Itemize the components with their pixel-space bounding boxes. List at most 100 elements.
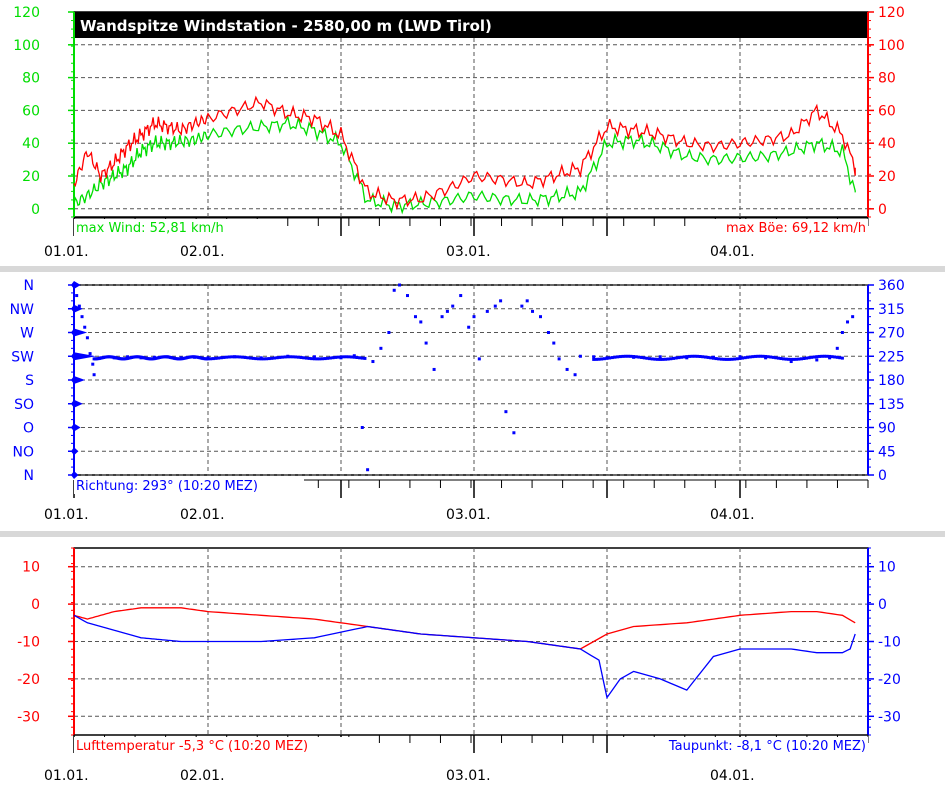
direction-point bbox=[331, 356, 335, 360]
direction-point bbox=[419, 320, 423, 324]
direction-point bbox=[779, 357, 783, 361]
direction-point bbox=[687, 354, 691, 358]
direction-point bbox=[592, 357, 596, 361]
direction-point bbox=[233, 355, 237, 359]
right-tick-label: 0 bbox=[878, 202, 887, 218]
direction-point bbox=[789, 357, 793, 361]
right-tick-label: 0 bbox=[878, 468, 887, 484]
footer-right-bg bbox=[692, 219, 868, 236]
direction-point bbox=[254, 357, 258, 361]
direction-point bbox=[835, 355, 839, 359]
left-tick-label: -10 bbox=[17, 635, 40, 651]
direction-point bbox=[789, 360, 793, 364]
direction-point bbox=[714, 357, 718, 361]
right-tick-label: 40 bbox=[878, 136, 896, 152]
temperature-panel: 10 0 -10 -20 -30 10 0 -10 -20 -30 01.01. 02.01. 03.0… bbox=[17, 547, 901, 784]
direction-point bbox=[283, 355, 287, 359]
direction-point bbox=[592, 355, 596, 359]
direction-point bbox=[278, 355, 282, 359]
direction-point bbox=[621, 354, 625, 358]
direction-point bbox=[246, 356, 250, 360]
direction-point bbox=[661, 357, 665, 361]
direction-point bbox=[820, 354, 824, 358]
right-tick-label: 120 bbox=[878, 5, 905, 21]
direction-point bbox=[512, 431, 516, 435]
direction-point bbox=[799, 357, 803, 361]
direction-point bbox=[851, 315, 855, 319]
direction-point bbox=[344, 355, 348, 359]
direction-point bbox=[334, 355, 338, 359]
direction-point bbox=[761, 354, 765, 358]
wind-direction-panel: N NW W SW S SO O NO N 360 315 270 225 180 135 90 45 0 01.0… bbox=[10, 278, 905, 523]
direction-point bbox=[746, 355, 750, 359]
left-tick-label: 120 bbox=[13, 5, 40, 21]
direction-point bbox=[445, 309, 449, 313]
direction-point bbox=[840, 356, 844, 360]
direction-point bbox=[738, 355, 742, 359]
direction-point bbox=[658, 357, 662, 361]
direction-point bbox=[602, 357, 606, 361]
direction-point bbox=[451, 304, 455, 308]
direction-point bbox=[578, 354, 582, 358]
date-tick-label: 01.01. bbox=[44, 768, 89, 784]
direction-point bbox=[499, 299, 503, 303]
left-tick-label: NW bbox=[10, 302, 34, 318]
direction-point bbox=[565, 367, 569, 371]
right-tick-label: 20 bbox=[878, 169, 896, 185]
series-line bbox=[73, 95, 856, 211]
right-tick-label: 0 bbox=[878, 597, 887, 613]
direction-point bbox=[328, 356, 332, 360]
wind-rose-arrow bbox=[71, 376, 85, 384]
direction-point bbox=[679, 355, 683, 359]
direction-point bbox=[310, 357, 314, 361]
direction-point bbox=[738, 356, 742, 360]
direction-point bbox=[682, 355, 686, 359]
direction-point bbox=[640, 355, 644, 359]
direction-point bbox=[339, 355, 343, 359]
right-tick-label: 100 bbox=[878, 38, 905, 54]
direction-point bbox=[387, 331, 391, 334]
direction-point bbox=[307, 356, 311, 360]
date-tick-label: 03.01. bbox=[446, 507, 491, 523]
direction-point bbox=[467, 325, 471, 329]
direction-point bbox=[769, 355, 773, 359]
right-tick-label: 360 bbox=[878, 278, 905, 294]
direction-point bbox=[656, 357, 660, 361]
footer-left-label: max Wind: 52,81 km/h bbox=[76, 221, 224, 236]
direction-point bbox=[243, 355, 247, 359]
left-tick-label: NO bbox=[13, 444, 35, 460]
direction-point bbox=[459, 294, 463, 298]
direction-point bbox=[774, 356, 778, 360]
direction-point bbox=[632, 355, 636, 359]
direction-point bbox=[626, 354, 630, 358]
wind-rose-arrow bbox=[71, 328, 88, 337]
direction-point bbox=[666, 357, 670, 361]
direction-point bbox=[807, 356, 811, 360]
direction-point bbox=[286, 355, 290, 359]
left-tick-label: -20 bbox=[17, 672, 40, 688]
direction-point bbox=[350, 355, 354, 359]
date-tick-label: 01.01. bbox=[44, 507, 89, 523]
direction-point bbox=[616, 355, 620, 359]
left-tick-label: 80 bbox=[22, 71, 40, 87]
left-tick-label: W bbox=[20, 326, 34, 342]
direction-point bbox=[288, 355, 292, 359]
direction-point bbox=[304, 356, 308, 360]
wind-rose-arrow bbox=[71, 399, 83, 408]
direction-point bbox=[664, 357, 668, 361]
direction-point bbox=[725, 357, 729, 361]
direction-point bbox=[230, 355, 234, 359]
direction-point bbox=[825, 354, 829, 358]
series-line bbox=[73, 614, 856, 700]
direction-point bbox=[371, 360, 375, 364]
wind-speed-panel: Wandspitze Windstation - 2580,00 m (LWD … bbox=[13, 5, 904, 260]
direction-point bbox=[597, 357, 601, 361]
footer-left-bg bbox=[74, 219, 260, 236]
direction-point bbox=[413, 315, 417, 319]
left-tick-label: N bbox=[24, 468, 34, 484]
direction-point bbox=[209, 357, 213, 361]
direction-point bbox=[674, 356, 678, 360]
left-tick-label: 20 bbox=[22, 169, 40, 185]
direction-point bbox=[312, 357, 316, 361]
